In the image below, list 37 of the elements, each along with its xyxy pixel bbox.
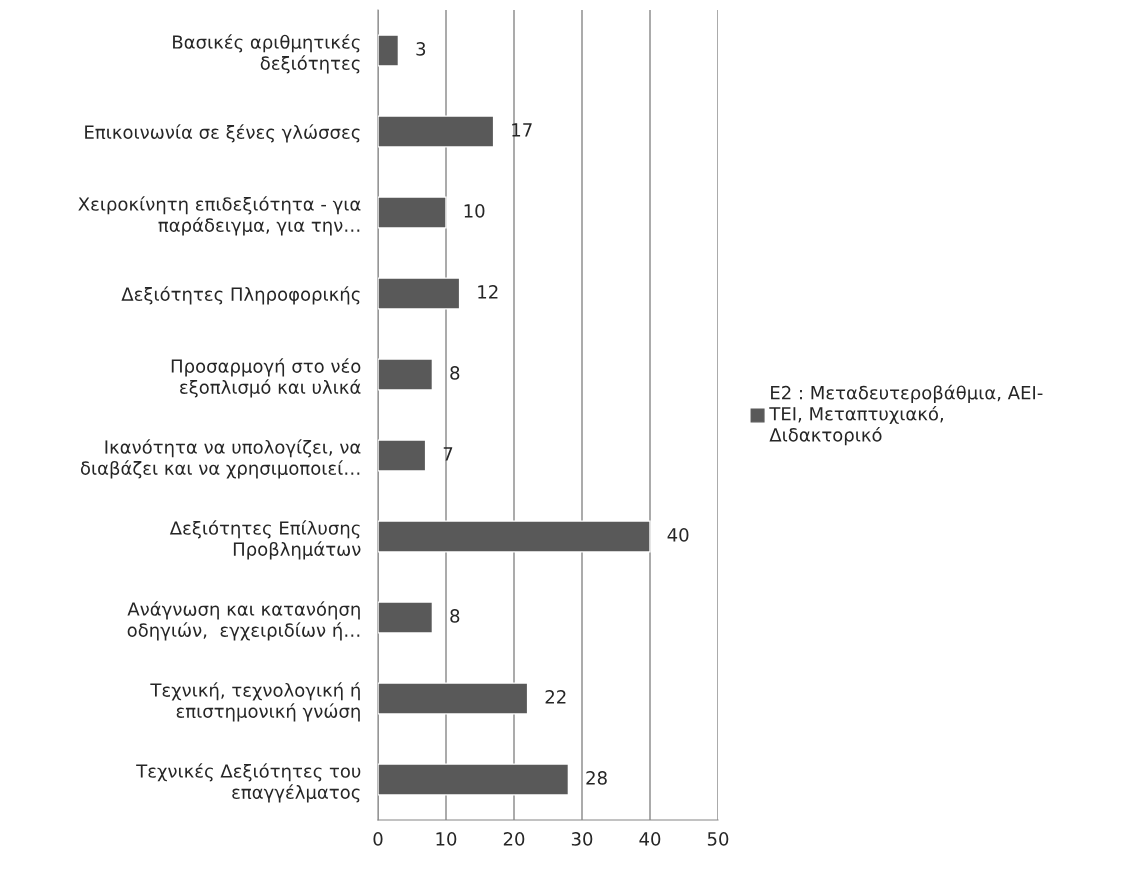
data-label: 12 — [478, 285, 498, 299]
x-tick-label: 20 — [503, 832, 525, 846]
y-tick-label: Τεχνικές Δεξιότητες του επαγγέλματος — [136, 763, 361, 803]
data-label: 8 — [450, 366, 460, 380]
x-tick-label: 0 — [373, 832, 383, 846]
bar — [378, 358, 434, 391]
y-tick-label: Ικανότητα να υπολογίζει, να διαβάζει και να χρησιμοποιεί… — [80, 439, 361, 479]
data-label: 40 — [667, 528, 689, 542]
x-tick-label: 40 — [639, 832, 661, 846]
data-label: 22 — [545, 690, 566, 704]
bar — [378, 520, 651, 553]
y-tick-label: Δεξιότητες Πληροφορικής — [121, 286, 360, 305]
y-tick-label: Ανάγνωση και κατανόηση οδηγιών, εγχειριδίων ή… — [127, 601, 360, 641]
bar — [378, 682, 529, 715]
data-label: 17 — [512, 123, 532, 137]
bar — [378, 196, 447, 229]
bar — [378, 763, 570, 796]
x-tick-label: 50 — [707, 832, 729, 846]
bar — [378, 601, 434, 634]
data-label: 8 — [450, 609, 460, 623]
y-tick-label: Βασικές αριθμητικές δεξιότητες — [173, 34, 360, 74]
x-tick-label: 10 — [436, 832, 457, 846]
data-label: 10 — [464, 204, 485, 218]
y-tick-label: Χειροκίνητη επιδεξιότητα - για παράδειγμα, για την… — [78, 196, 361, 236]
bar — [378, 34, 400, 67]
data-label: 7 — [443, 447, 453, 461]
bar — [378, 115, 495, 148]
bar — [378, 277, 461, 310]
data-label: 28 — [586, 771, 607, 785]
y-tick-label: Δεξιότητες Επίλυσης Προβλημάτων — [169, 520, 361, 560]
y-tick-label: Επικοινωνία σε ξένες γλώσσες — [85, 124, 360, 143]
y-tick-label: Προσαρμογή στο νέο εξοπλισμό και υλικά — [171, 358, 361, 398]
data-label: 3 — [416, 42, 426, 56]
bar — [378, 439, 427, 472]
legend-label: Ε2 : Μεταδευτεροβάθμια, ΑΕΙ- ΤΕΙ, Μεταπτυχιακό, Διδακτορικό — [769, 384, 1043, 446]
x-tick-label: 30 — [571, 832, 593, 846]
y-tick-label: Τεχνική, τεχνολογική ή επιστημονική γνώση — [150, 682, 360, 722]
